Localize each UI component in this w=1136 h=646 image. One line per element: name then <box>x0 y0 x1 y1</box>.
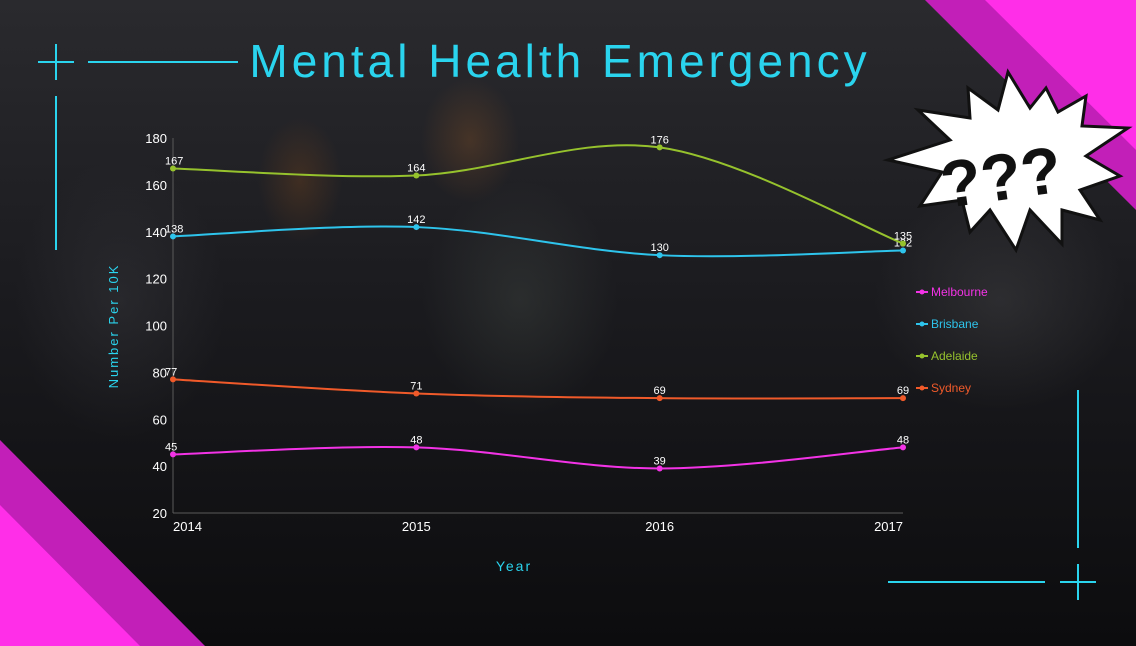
y-tick-label: 140 <box>145 225 167 240</box>
data-label-brisbane: 142 <box>407 214 425 226</box>
data-point-adelaide <box>900 240 906 247</box>
data-label-melbourne: 48 <box>410 434 422 446</box>
data-point-brisbane <box>656 252 663 259</box>
data-label-melbourne: 39 <box>654 455 666 467</box>
x-tick-label: 2017 <box>874 519 903 534</box>
data-point-melbourne <box>170 451 176 458</box>
legend-label: Sydney <box>931 381 971 395</box>
chart-legend: Melbourne Brisbane Adelaide Sydney <box>916 285 988 395</box>
data-point-melbourne <box>413 444 420 451</box>
legend-item-adelaide[interactable]: Adelaide <box>916 349 978 363</box>
legend-label: Brisbane <box>931 317 979 331</box>
data-point-adelaide <box>413 172 420 179</box>
legend-swatch-dot <box>919 353 925 359</box>
legend-item-brisbane[interactable]: Brisbane <box>916 317 979 331</box>
y-tick-label: 120 <box>145 272 167 287</box>
page-title: Mental Health Emergency <box>249 35 871 87</box>
legend-label: Melbourne <box>931 285 988 299</box>
starburst-badge <box>882 68 1133 254</box>
data-point-adelaide <box>170 165 176 172</box>
y-tick-label: 20 <box>153 506 167 521</box>
data-label-sydney: 69 <box>897 385 909 397</box>
data-point-sydney <box>170 376 176 383</box>
data-label-adelaide: 164 <box>407 163 425 175</box>
x-tick-label: 2014 <box>173 519 202 534</box>
legend-label: Adelaide <box>931 349 978 363</box>
chart-series: 4548394813814213013216716417613577716969 <box>165 134 912 472</box>
y-tick-label: 40 <box>153 459 167 474</box>
data-label-melbourne: 45 <box>165 441 177 453</box>
y-tick-label: 60 <box>153 412 167 427</box>
series-line-sydney <box>172 378 904 400</box>
data-point-melbourne <box>656 465 663 472</box>
y-tick-label: 80 <box>153 365 167 380</box>
badge-question-marks: ??? <box>936 132 1066 222</box>
legend-item-sydney[interactable]: Sydney <box>916 381 971 395</box>
x-axis-label: Year <box>496 558 532 574</box>
corner-stripe-bottom-left-bright <box>0 505 140 646</box>
data-point-sydney <box>413 390 420 397</box>
data-label-melbourne: 48 <box>897 434 909 446</box>
y-axis-label: Number Per 10K <box>106 264 121 389</box>
data-label-sydney: 71 <box>410 380 422 392</box>
data-point-brisbane <box>170 233 176 240</box>
data-label-brisbane: 130 <box>650 242 668 254</box>
chart-axes: 20 40 60 80 100 120 140 160 180 2014 2015 2016 2017 <box>145 131 903 534</box>
data-label-brisbane: 138 <box>165 223 183 235</box>
data-point-sydney <box>656 395 663 402</box>
x-tick-label: 2015 <box>402 519 431 534</box>
data-label-adelaide: 135 <box>894 230 912 242</box>
data-label-adelaide: 176 <box>650 134 668 146</box>
series-line-melbourne <box>172 445 904 470</box>
data-label-sydney: 69 <box>654 385 666 397</box>
data-point-adelaide <box>656 144 663 151</box>
data-point-sydney <box>900 395 906 402</box>
data-label-sydney: 77 <box>165 366 177 378</box>
legend-item-melbourne[interactable]: Melbourne <box>916 285 988 299</box>
data-point-brisbane <box>900 247 906 254</box>
legend-swatch-dot <box>919 289 925 295</box>
corner-stripe-top-right-bright <box>985 0 1136 150</box>
series-line-adelaide <box>172 144 904 245</box>
data-point-brisbane <box>413 224 420 231</box>
y-tick-label: 100 <box>145 319 167 334</box>
series-line-brisbane <box>172 225 904 258</box>
legend-swatch-dot <box>919 321 925 327</box>
x-tick-label: 2016 <box>645 519 674 534</box>
y-tick-label: 180 <box>145 131 167 146</box>
data-point-melbourne <box>900 444 906 451</box>
y-tick-label: 160 <box>145 178 167 193</box>
data-label-adelaide: 167 <box>165 155 183 167</box>
legend-swatch-dot <box>919 385 925 391</box>
